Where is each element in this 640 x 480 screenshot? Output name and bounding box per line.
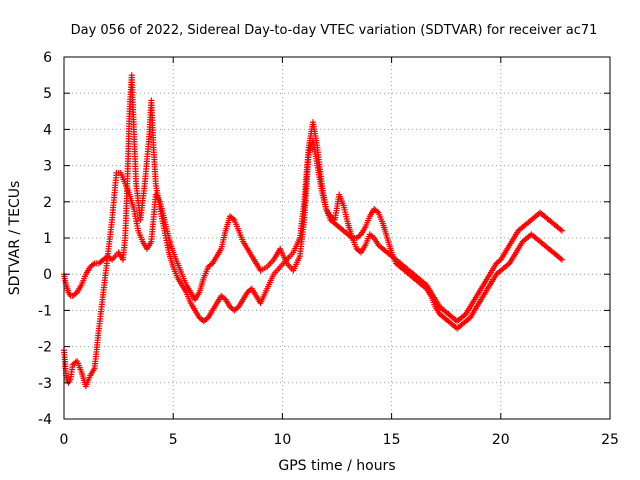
data-point [558,227,565,234]
y-tick-label: 2 [43,195,52,211]
y-tick-label: 6 [43,50,52,66]
data-point [558,256,565,263]
y-tick-label: -4 [38,412,52,428]
y-tick-label: 5 [43,86,52,102]
x-tick-label: 25 [601,432,619,448]
y-axis-label: SDTVAR / TECUs [7,181,23,296]
data-series [61,72,565,390]
series-trace-b [61,137,565,390]
y-tick-label: 0 [43,267,52,283]
y-tick-label: -3 [38,376,52,392]
y-tick-label: -1 [38,303,52,319]
y-tick-label: 1 [43,231,52,247]
y-tick-label: 4 [43,122,52,138]
x-tick-label: 10 [273,432,291,448]
y-tick-label: -2 [38,340,52,356]
x-axis-label: GPS time / hours [278,458,395,474]
tick-labels: 0 5 10 15 20 25 -4 -3 -2 -1 0 1 2 3 4 5 6 [38,50,619,448]
x-tick-label: 20 [492,432,510,448]
y-tick-label: 3 [43,159,52,175]
chart-title: Day 056 of 2022, Sidereal Day-to-day VTE… [71,23,598,38]
axis-ticks [63,56,611,420]
x-tick-label: 5 [169,432,178,448]
x-tick-label: 15 [383,432,401,448]
series-trace-a [61,72,565,332]
x-tick-label: 0 [60,432,69,448]
